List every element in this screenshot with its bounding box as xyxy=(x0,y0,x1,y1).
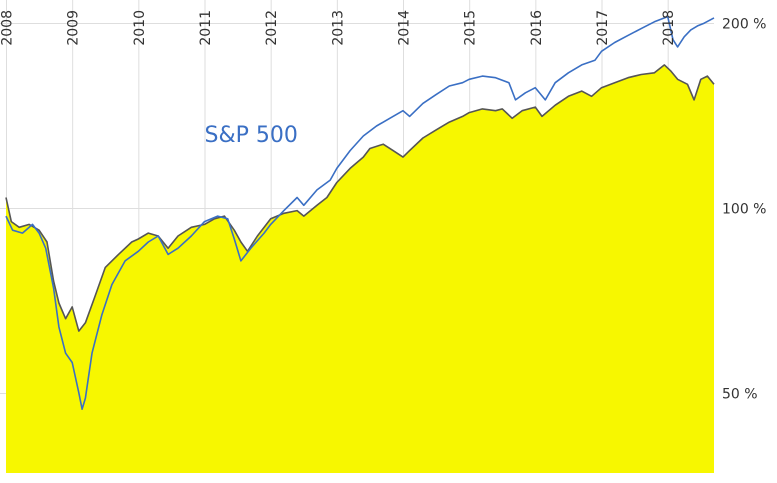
x-tick-label-2015: 2015 xyxy=(463,10,479,46)
x-tick-label-2013: 2013 xyxy=(330,10,346,46)
area-outline-series-0 xyxy=(5,64,715,332)
x-tick-label-2014: 2014 xyxy=(397,10,413,46)
line-series-layer xyxy=(5,15,715,410)
y-tick-label-50: 50 % xyxy=(722,387,758,403)
series-annotations: S&P 500 xyxy=(205,123,298,148)
x-tick-label-2012: 2012 xyxy=(264,10,280,46)
x-axis-tick-labels: 2008 2009 2010 2011 2012 2013 2014 2015 2016 2017… xyxy=(0,10,677,46)
area-fill-series-0 xyxy=(6,64,714,474)
y-axis-tick-labels: 50 % 100 % 200 % xyxy=(722,17,766,403)
y-tick-label-200: 200 % xyxy=(722,17,766,33)
x-tick-label-2010: 2010 xyxy=(132,10,148,46)
x-tick-label-2017: 2017 xyxy=(595,10,611,46)
x-tick-label-2018: 2018 xyxy=(661,10,677,46)
series-annotation-label: S&P 500 xyxy=(205,123,298,148)
x-tick-label-2009: 2009 xyxy=(66,10,82,46)
x-tick-label-2011: 2011 xyxy=(198,10,214,46)
x-tick-label-2008: 2008 xyxy=(0,10,16,46)
line-series-1 xyxy=(5,15,715,410)
y-tick-label-100: 100 % xyxy=(722,202,766,218)
x-tick-label-2016: 2016 xyxy=(529,10,545,46)
area-series-layer xyxy=(6,64,714,474)
